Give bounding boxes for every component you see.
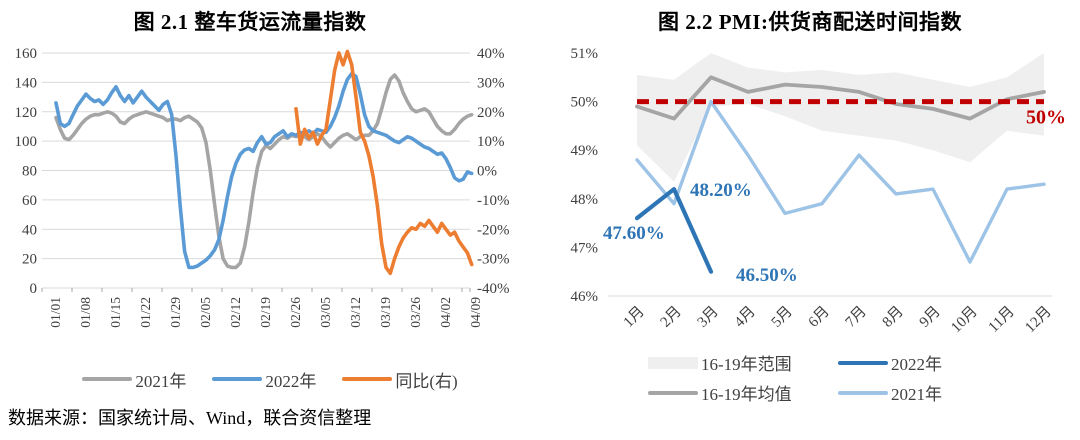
x-axis-tick-label: 12月 xyxy=(1022,304,1055,337)
legend-line-swatch xyxy=(342,377,393,381)
x-axis-tick-label: 01/15 xyxy=(108,297,123,328)
right-axis-tick-label: -20% xyxy=(477,222,510,238)
right-axis-tick-label: -40% xyxy=(477,281,510,297)
y-axis-tick-label: 51% xyxy=(571,46,599,62)
x-axis-tick-label: 02/05 xyxy=(198,297,213,328)
x-axis-tick-label: 04/02 xyxy=(438,297,453,328)
x-axis-tick-label: 02/19 xyxy=(258,297,273,328)
left-axis-tick-label: 60 xyxy=(22,193,37,209)
left-axis-tick-label: 80 xyxy=(22,164,37,180)
right-axis-tick-label: 20% xyxy=(477,105,505,121)
legend-label: 2021年 xyxy=(891,385,942,404)
chart2-legend: 16-19年范围 2022年 16-19年均值 2021年 xyxy=(648,350,942,405)
x-axis-tick-label: 02/12 xyxy=(228,297,243,328)
data-label: 46.50% xyxy=(736,265,798,286)
left-axis-tick-label: 40 xyxy=(22,222,37,238)
y-axis-tick-label: 48% xyxy=(571,192,599,208)
x-axis-tick-label: 1月 xyxy=(621,304,648,331)
legend-line-swatch xyxy=(212,377,263,381)
x-axis-tick-label: 3月 xyxy=(695,304,722,331)
right-axis-tick-label: 40% xyxy=(477,46,505,62)
legend-label: 16-19年均值 xyxy=(701,385,792,404)
series-line-同比(右) xyxy=(294,49,474,276)
chart1-axes: 160 40% 140 30% 120 20% 100 10% 80 0% 60 -10% 40 -20%… xyxy=(15,46,510,328)
left-axis-tick-label: 20 xyxy=(22,252,37,268)
legend-band-swatch xyxy=(648,356,698,369)
right-axis-tick-label: 0% xyxy=(477,164,497,180)
x-axis-tick-label: 10月 xyxy=(948,304,981,337)
legend-item: 16-19年范围 xyxy=(648,350,838,375)
legend-label: 2022年 xyxy=(891,355,942,374)
series-line-2021年 xyxy=(54,73,474,270)
x-axis-tick-label: 5月 xyxy=(769,304,796,331)
series-line-2022年 xyxy=(634,187,714,274)
x-axis-tick-label: 04/09 xyxy=(468,297,483,328)
x-axis-tick-label: 01/08 xyxy=(78,297,93,328)
chart1-legend: 2021年 2022年 同比(右) xyxy=(0,366,540,392)
x-axis-tick-label: 4月 xyxy=(732,304,759,331)
legend-item: 同比(右) xyxy=(342,367,458,392)
legend-label: 2022年 xyxy=(265,371,317,391)
x-axis-tick-label: 03/12 xyxy=(348,297,363,328)
series-line-2022年 xyxy=(54,71,474,270)
x-axis-tick-label: 01/01 xyxy=(48,297,63,328)
left-axis-tick-label: 100 xyxy=(15,134,38,150)
legend-label: 16-19年范围 xyxy=(701,355,792,374)
legend-label: 同比(右) xyxy=(395,371,458,391)
legend-item: 2022年 xyxy=(838,350,942,375)
data-label: 48.20% xyxy=(690,180,752,201)
legend-line-swatch xyxy=(838,360,888,365)
series-line-2021年 xyxy=(635,99,1046,264)
x-axis-tick-label: 6月 xyxy=(806,304,833,331)
left-axis-tick-label: 140 xyxy=(15,75,38,91)
reference-line-label: 50% xyxy=(1026,107,1066,129)
x-axis-tick-label: 03/19 xyxy=(378,297,393,328)
legend-item: 16-19年均值 xyxy=(648,380,838,405)
legend-line-swatch xyxy=(648,390,698,395)
series-line-16-19年均值 xyxy=(635,75,1046,121)
left-axis-tick-label: 160 xyxy=(15,46,38,62)
chart1-title: 图 2.1 整车货运流量指数 xyxy=(133,10,367,34)
x-axis-tick-label: 11月 xyxy=(986,304,1018,336)
left-axis-tick-label: 0 xyxy=(30,281,38,297)
x-axis-tick-label: 2月 xyxy=(658,304,685,331)
legend-item: 2021年 xyxy=(82,367,186,392)
x-axis-tick-label: 8月 xyxy=(880,304,907,331)
legend-item: 2022年 xyxy=(212,367,316,392)
right-axis-tick-label: -30% xyxy=(477,252,510,268)
pmi-delivery-chart: 51%50%49%48%47%46%1月 2月 3月 4月 5月 6月 7月 8月 9月 10月 1… xyxy=(571,46,1067,337)
x-axis-tick-label: 7月 xyxy=(843,304,870,331)
x-axis-tick-label: 01/22 xyxy=(138,297,153,328)
y-axis-tick-label: 49% xyxy=(571,143,599,159)
x-axis-tick-label: 02/26 xyxy=(288,297,303,328)
chart2-title: 图 2.2 PMI:供货商配送时间指数 xyxy=(657,10,963,34)
x-axis-tick-label: 03/26 xyxy=(408,297,423,328)
range-band-16-19 xyxy=(637,53,1044,182)
y-axis-tick-label: 46% xyxy=(571,289,599,305)
data-label: 47.60% xyxy=(603,223,665,244)
right-axis-tick-label: 10% xyxy=(477,134,505,150)
y-axis-tick-label: 47% xyxy=(571,240,599,256)
left-axis-tick-label: 120 xyxy=(15,105,38,121)
data-source-note: 数据来源：国家统计局、Wind，联合资信整理 xyxy=(8,408,372,428)
right-axis-tick-label: -10% xyxy=(477,193,510,209)
y-axis-tick-label: 50% xyxy=(571,95,599,111)
legend-line-swatch xyxy=(838,390,888,395)
x-axis-tick-label: 9月 xyxy=(917,304,944,331)
legend-item: 2021年 xyxy=(838,380,942,405)
right-axis-tick-label: 30% xyxy=(477,75,505,91)
legend-line-swatch xyxy=(82,377,133,381)
x-axis-tick-label: 03/05 xyxy=(318,297,333,328)
x-axis-tick-label: 01/29 xyxy=(168,297,183,328)
legend-label: 2021年 xyxy=(135,371,187,391)
freight-index-chart: 160 40% 140 30% 120 20% 100 10% 80 0% 60 -10% 40 -20%… xyxy=(15,46,510,328)
